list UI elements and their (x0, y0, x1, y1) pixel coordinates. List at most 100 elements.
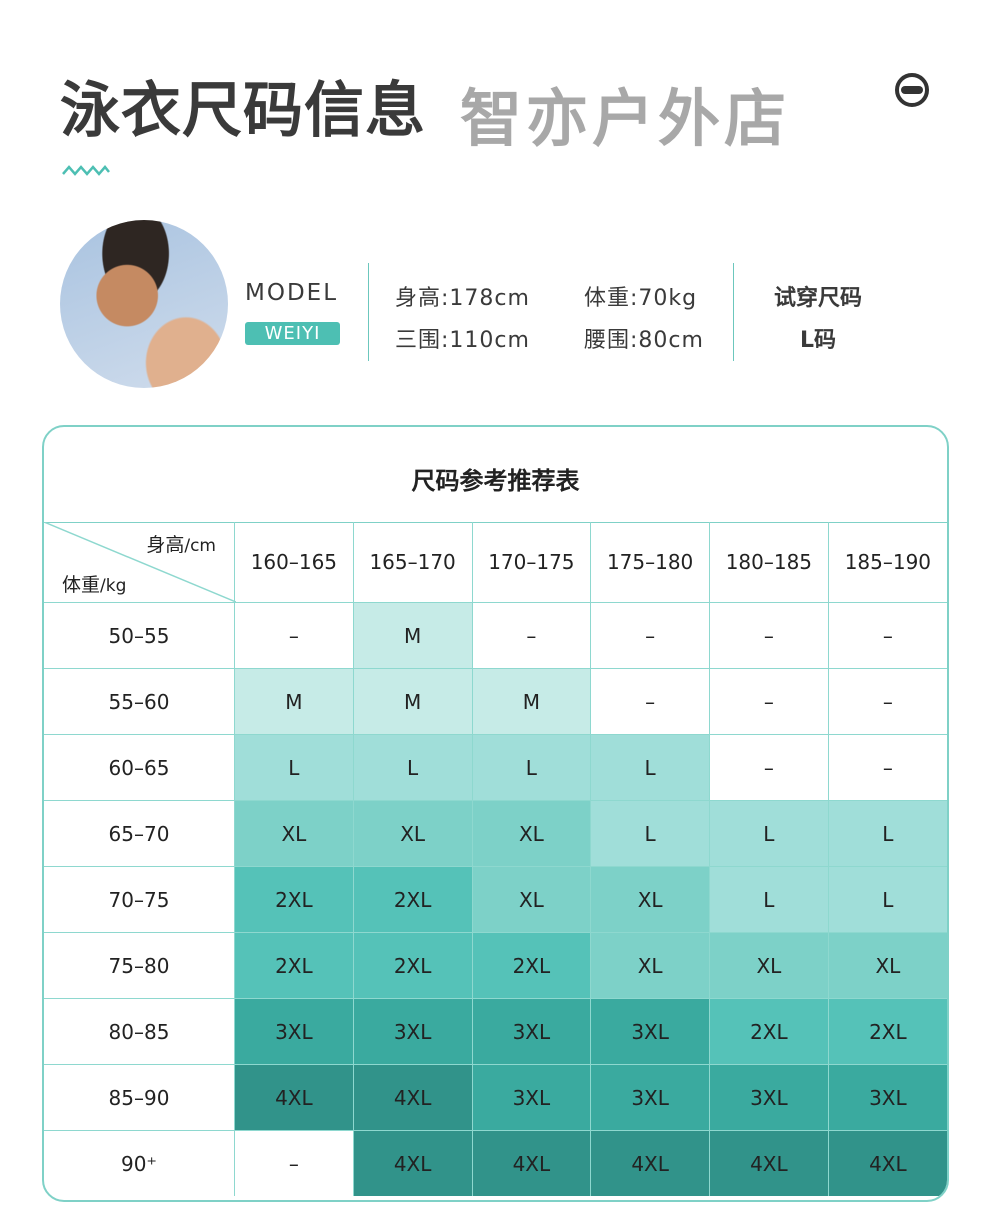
size-cell: 2XL (352, 866, 473, 933)
size-cell: 4XL (471, 1130, 592, 1196)
model-avatar (60, 220, 228, 388)
divider (733, 263, 734, 361)
wave-divider-icon (62, 165, 110, 176)
size-cell: 3XL (352, 998, 473, 1065)
table-row: 75–80 2XL 2XL 2XL XL XL XL (44, 932, 947, 999)
row-header: 90⁺ (44, 1130, 235, 1196)
size-cell: 3XL (590, 1064, 710, 1131)
size-cell: 3XL (709, 1064, 829, 1131)
height-unit: /cm (184, 536, 216, 556)
size-cell: L (352, 734, 473, 801)
column-header: 160–165 (234, 522, 354, 603)
tryon-size: L码 (799, 328, 837, 353)
size-cell: 4XL (352, 1130, 473, 1196)
row-header: 65–70 (44, 800, 235, 867)
size-cell: L (827, 800, 947, 867)
size-table: 身高/cm 体重/kg 160–165 165–170 170–175 175–180… (44, 522, 947, 1196)
model-height: 身高:178cm (395, 286, 530, 311)
corner-cell: 身高/cm 体重/kg (44, 522, 236, 603)
size-cell: 2XL (234, 866, 354, 933)
size-cell: – (827, 668, 947, 735)
goggles-logo-icon (895, 73, 929, 107)
row-header: 80–85 (44, 998, 235, 1065)
size-cell: XL (234, 800, 354, 867)
size-cell: 3XL (471, 1064, 592, 1131)
size-cell: M (352, 602, 473, 669)
size-cell: M (352, 668, 473, 735)
size-cell: XL (590, 932, 710, 999)
weight-axis-label: 体重/kg (62, 570, 126, 597)
table-row: 80–85 3XL 3XL 3XL 3XL 2XL 2XL (44, 998, 947, 1065)
height-label: 身高 (146, 534, 185, 556)
table-row: 65–70 XL XL XL L L L (44, 800, 947, 867)
size-cell: 4XL (352, 1064, 473, 1131)
size-cell: XL (827, 932, 947, 999)
weight-unit: /kg (100, 576, 127, 596)
size-cell: – (709, 734, 829, 801)
size-cell: – (709, 668, 829, 735)
size-cell: L (234, 734, 354, 801)
size-cell: 4XL (827, 1130, 947, 1196)
row-header: 55–60 (44, 668, 235, 735)
header-row: 身高/cm 体重/kg 160–165 165–170 170–175 175–180… (44, 522, 947, 603)
size-cell: 3XL (827, 1064, 947, 1131)
size-cell: 4XL (234, 1064, 354, 1131)
table-row: 90⁺ –4XL 4XL 4XL 4XL 4XL (44, 1130, 947, 1196)
size-cell: M (234, 668, 354, 735)
table-row: 60–65 L L L L – – (44, 734, 947, 801)
size-cell: L (471, 734, 592, 801)
size-cell: – (827, 602, 947, 669)
size-cell: 4XL (590, 1130, 710, 1196)
model-waist: 腰围:80cm (584, 328, 704, 353)
size-cell: 2XL (352, 932, 473, 999)
column-header: 180–185 (709, 522, 829, 603)
size-cell: XL (709, 932, 829, 999)
size-cell: 2XL (709, 998, 829, 1065)
watermark: 智亦户外店 (460, 82, 791, 155)
row-header: 85–90 (44, 1064, 235, 1131)
size-cell: 2XL (827, 998, 947, 1065)
size-cell: 3XL (234, 998, 354, 1065)
size-cell: – (709, 602, 829, 669)
size-cell: L (709, 800, 829, 867)
size-cell: L (590, 734, 710, 801)
row-header: 60–65 (44, 734, 235, 801)
page-title: 泳衣尺码信息 (60, 76, 426, 146)
size-cell: – (234, 602, 354, 669)
size-cell: – (590, 668, 710, 735)
tryon-label: 试穿尺码 (773, 286, 862, 311)
weight-label: 体重 (62, 574, 101, 596)
model-label: MODEL (245, 280, 339, 306)
table-row: 55–60 M M M – – – (44, 668, 947, 735)
size-cell: 2XL (471, 932, 592, 999)
size-cell: – (234, 1130, 354, 1196)
row-header: 50–55 (44, 602, 235, 669)
column-header: 175–180 (590, 522, 710, 603)
column-header: 170–175 (471, 522, 592, 603)
size-cell: – (590, 602, 710, 669)
model-weight: 体重:70kg (584, 286, 698, 311)
size-cell: L (590, 800, 710, 867)
size-cell: – (827, 734, 947, 801)
column-header: 185–190 (827, 522, 947, 603)
size-cell: 4XL (709, 1130, 829, 1196)
size-cell: XL (471, 800, 592, 867)
height-axis-label: 身高/cm (146, 530, 216, 557)
size-cell: L (827, 866, 947, 933)
size-cell: L (709, 866, 829, 933)
table-row: 70–75 2XL 2XL XL XL L L (44, 866, 947, 933)
row-header: 70–75 (44, 866, 235, 933)
table-row: 85–90 4XL 4XL 3XL 3XL 3XL 3XL (44, 1064, 947, 1131)
size-cell: XL (352, 800, 473, 867)
size-chart: 尺码参考推荐表 身高/cm 体重/kg 160–165 165–170 170–17… (42, 425, 949, 1202)
table-row: 50–55– M – – – – (44, 602, 947, 669)
size-chart-title: 尺码参考推荐表 (44, 427, 947, 523)
size-cell: 3XL (471, 998, 592, 1065)
divider (368, 263, 369, 361)
size-cell: XL (590, 866, 710, 933)
size-cell: XL (471, 866, 592, 933)
model-bust: 三围:110cm (395, 328, 530, 353)
size-cell: – (471, 602, 592, 669)
size-cell: 3XL (590, 998, 710, 1065)
diagonal-line (44, 522, 236, 602)
